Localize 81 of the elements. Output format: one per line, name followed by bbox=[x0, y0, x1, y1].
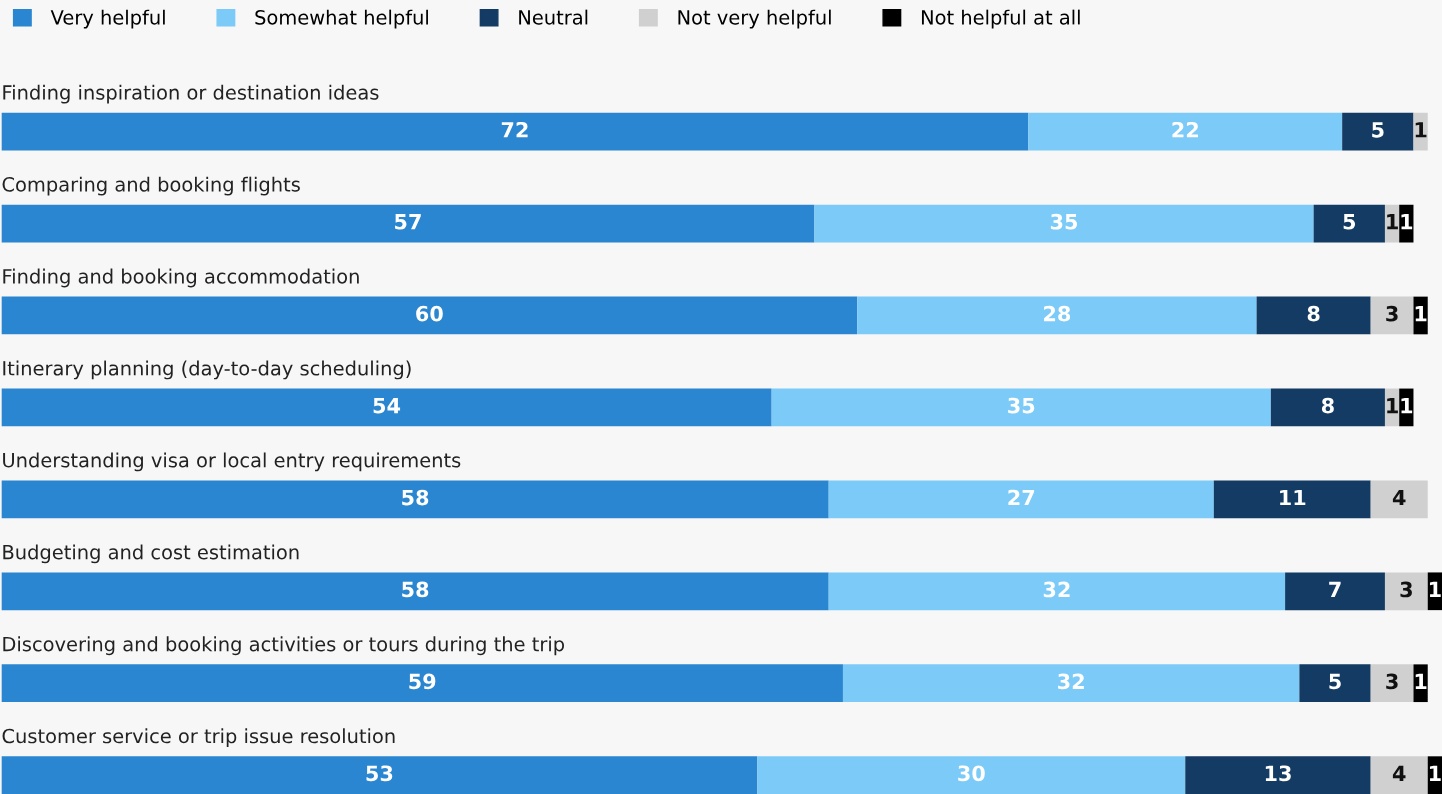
bar bbox=[1370, 664, 1414, 703]
bar bbox=[1370, 756, 1428, 794]
data-label: 5 bbox=[1329, 673, 1341, 690]
data-label: 59 bbox=[409, 673, 436, 690]
data-label: 54 bbox=[373, 397, 401, 414]
bar bbox=[1342, 112, 1414, 151]
data-label: 5 bbox=[1343, 214, 1356, 230]
y-tick-label: Discovering and booking activities or tours during the trip bbox=[3, 636, 565, 656]
bar bbox=[842, 664, 1300, 703]
bar bbox=[1, 204, 815, 243]
data-label: 27 bbox=[1008, 489, 1035, 506]
data-label: 1 bbox=[1387, 397, 1398, 414]
bar bbox=[1370, 480, 1428, 519]
data-label: 13 bbox=[1265, 765, 1291, 782]
data-label: 58 bbox=[402, 581, 429, 598]
data-label: 30 bbox=[958, 765, 985, 782]
data-label: 7 bbox=[1329, 581, 1341, 598]
bar bbox=[1256, 296, 1371, 335]
data-label: 32 bbox=[1043, 581, 1070, 598]
data-label: 1 bbox=[1387, 214, 1398, 230]
y-tick-label: Itinerary planning (day-to-day scheduling) bbox=[3, 360, 411, 380]
legend-label: Not very helpful bbox=[678, 9, 831, 29]
y-tick-label: Customer service or trip issue resolution bbox=[2, 728, 395, 748]
legend-label: Very helpful bbox=[50, 9, 165, 29]
data-label: 1 bbox=[1415, 673, 1427, 689]
bar bbox=[771, 388, 1271, 427]
bar bbox=[1, 572, 829, 611]
bar bbox=[1, 756, 758, 794]
data-label: 22 bbox=[1172, 121, 1198, 138]
bar bbox=[1, 388, 772, 427]
bar bbox=[1, 296, 858, 335]
y-tick-label: Comparing and booking flights bbox=[2, 176, 300, 196]
bar bbox=[757, 756, 1186, 794]
bar bbox=[1285, 572, 1385, 611]
data-label: 1 bbox=[1401, 214, 1413, 230]
y-tick-label: Finding inspiration or destination ideas bbox=[3, 84, 379, 104]
bar bbox=[1270, 388, 1385, 427]
bar bbox=[1185, 756, 1371, 794]
bar bbox=[1, 112, 1029, 151]
bar bbox=[1, 480, 829, 519]
data-label: 1 bbox=[1401, 397, 1413, 414]
bar bbox=[1213, 480, 1371, 519]
bar bbox=[828, 572, 1286, 611]
bar bbox=[1370, 296, 1414, 335]
data-label: 1 bbox=[1429, 581, 1441, 598]
data-label: 8 bbox=[1321, 397, 1334, 414]
data-label: 60 bbox=[416, 305, 443, 322]
bar bbox=[1299, 664, 1371, 703]
bar bbox=[1413, 664, 1428, 703]
data-label: 3 bbox=[1400, 581, 1412, 598]
data-label: 4 bbox=[1392, 765, 1406, 781]
data-label: 4 bbox=[1392, 489, 1406, 506]
y-tick-label: Understanding visa or local entry requirements bbox=[3, 452, 461, 472]
data-label: 35 bbox=[1008, 397, 1035, 414]
legend-label: Neutral bbox=[519, 9, 588, 25]
data-label: 53 bbox=[366, 765, 393, 782]
bar bbox=[1028, 112, 1343, 151]
bar bbox=[1384, 572, 1428, 611]
bar bbox=[1, 664, 843, 703]
data-label: 8 bbox=[1307, 305, 1320, 322]
data-label: 28 bbox=[1044, 305, 1071, 322]
data-label: 3 bbox=[1386, 305, 1398, 322]
data-label: 32 bbox=[1058, 673, 1084, 690]
bar bbox=[1313, 204, 1385, 243]
data-label: 57 bbox=[395, 214, 421, 230]
bar bbox=[814, 204, 1314, 243]
data-label: 72 bbox=[501, 121, 528, 138]
data-label: 58 bbox=[402, 489, 429, 506]
data-label: 1 bbox=[1415, 122, 1427, 138]
data-label: 35 bbox=[1050, 213, 1078, 230]
data-label: 3 bbox=[1386, 673, 1398, 690]
legend-label: Somewhat helpful bbox=[255, 9, 428, 29]
bar bbox=[857, 296, 1257, 335]
data-label: 11 bbox=[1280, 489, 1306, 506]
y-tick-label: Budgeting and cost estimation bbox=[3, 544, 299, 564]
bar bbox=[828, 480, 1214, 519]
y-tick-label: Finding and booking accommodation bbox=[3, 268, 359, 288]
legend-label: Not helpful at all bbox=[921, 9, 1080, 29]
data-label: 1 bbox=[1429, 765, 1441, 781]
data-label: 5 bbox=[1372, 122, 1384, 138]
data-label: 1 bbox=[1415, 306, 1427, 322]
